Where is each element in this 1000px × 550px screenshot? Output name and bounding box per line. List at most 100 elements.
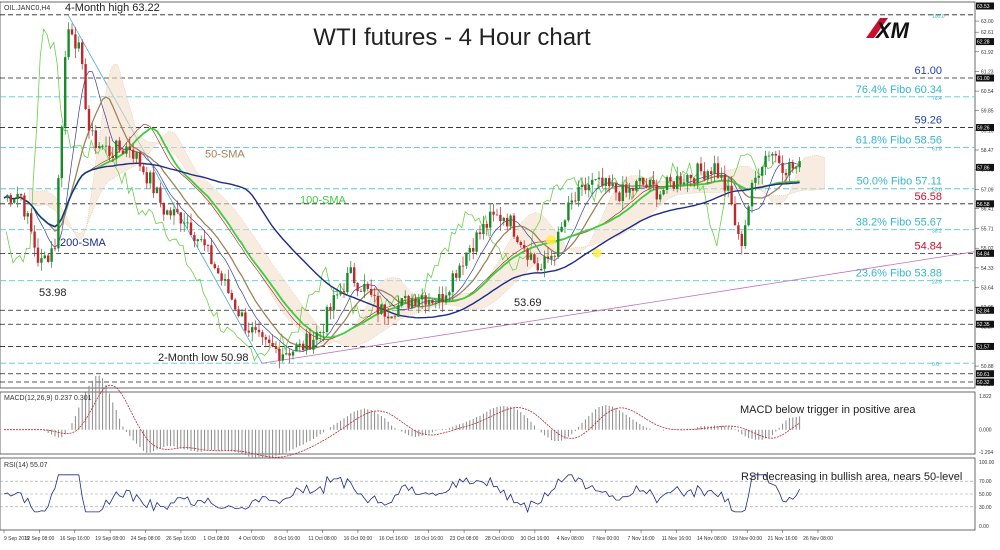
candle-body (162, 202, 165, 215)
price-box-label: 52.35 (977, 322, 990, 328)
candle-body (509, 215, 512, 227)
candle-body (631, 188, 635, 191)
price-tick-label: 54.33 (981, 266, 994, 272)
candle-body (302, 343, 305, 351)
price-box-label: 52.84 (977, 308, 990, 314)
candle-body (128, 146, 131, 150)
candle-body (465, 252, 468, 266)
candle-body (774, 153, 777, 156)
level-label: 61.8% Fibo 58.56 (856, 134, 942, 146)
time-label: 11 Oct 08:00 (308, 536, 336, 542)
annotation: 100-SMA (300, 194, 347, 206)
price-box (976, 342, 994, 350)
candle-body (125, 146, 128, 154)
annotation: 53.69 (514, 297, 542, 309)
fibo-tag: 100.0 (932, 14, 945, 20)
candle-body (50, 248, 53, 262)
time-label: 28 Oct 00:00 (485, 536, 514, 542)
candle-body (319, 332, 322, 333)
candle-body (478, 232, 482, 235)
candle-body (268, 339, 271, 343)
candle-body (519, 242, 522, 246)
time-label: 16 Oct 16:00 (379, 536, 408, 542)
candle-body (295, 345, 298, 352)
candle-body (101, 145, 104, 147)
candle-body (604, 178, 607, 186)
up-trendline (261, 251, 976, 364)
candle-body (196, 239, 199, 242)
price-box (976, 124, 994, 132)
price-box (976, 370, 994, 378)
candle-body (179, 212, 182, 224)
price-box (976, 249, 994, 257)
candle-body (546, 256, 550, 259)
annotation: 2-Month low 50.98 (158, 352, 249, 364)
candle-body (87, 109, 91, 131)
candle-body (91, 130, 94, 132)
price-tick-label: 50.88 (981, 364, 994, 370)
candle-body (121, 150, 125, 154)
price-tick-label: 56.41 (981, 207, 994, 213)
candle-body (132, 149, 135, 159)
candle-body (393, 316, 397, 318)
candle-body (652, 179, 655, 185)
time-label: 26 Sep 16:00 (166, 536, 196, 542)
candle-body (730, 185, 733, 204)
candle-body (104, 145, 108, 147)
level-label: 38.2% Fibo 55.67 (856, 217, 942, 229)
candle-body (594, 179, 597, 180)
price-box (976, 378, 994, 386)
candle-body (230, 293, 233, 300)
candle-body (57, 178, 60, 249)
candle-body (458, 265, 461, 278)
candle-body (203, 239, 206, 246)
candle-body (172, 209, 176, 216)
candle-body (648, 179, 652, 188)
candle-body (281, 354, 284, 361)
candle-body (502, 217, 505, 222)
price-tick-label: 59.16 (981, 128, 994, 134)
candle-body (176, 209, 179, 213)
candle-body (118, 140, 121, 151)
candle-body (404, 295, 407, 299)
candle-body (135, 152, 138, 159)
candle-body (417, 299, 420, 306)
candle-body (614, 183, 618, 193)
candle-body (767, 155, 771, 157)
candle-body (784, 172, 788, 176)
candle-body (23, 195, 26, 217)
candle-body (676, 176, 679, 189)
candle-body (642, 177, 645, 185)
candle-body (584, 184, 587, 191)
candle-body (662, 189, 665, 195)
price-box-label: 51.57 (977, 344, 990, 350)
candle-body (414, 299, 417, 306)
candle-body (26, 213, 29, 217)
candle-body (169, 210, 172, 216)
chart-title: WTI futures - 4 Hour chart (313, 24, 591, 51)
candle-body (506, 217, 509, 227)
time-label: 23 Oct 08:00 (450, 536, 479, 542)
candle-body (601, 177, 604, 186)
time-label: 24 Sep 08:00 (131, 536, 161, 542)
candle-body (444, 295, 448, 303)
candle-body (434, 302, 437, 304)
candle-body (36, 247, 40, 263)
candle-body (400, 298, 403, 306)
candle-body (523, 245, 526, 249)
annotation: 50-SMA (205, 149, 245, 161)
candle-body (448, 292, 451, 296)
price-tick-label: 58.47 (981, 148, 994, 154)
candle-body (421, 295, 424, 300)
candle-body (159, 187, 162, 203)
candle-body (397, 305, 400, 317)
candle-body (723, 174, 726, 191)
time-label: 14 Nov 08:00 (697, 536, 727, 542)
price-box-label: 50.32 (977, 380, 990, 386)
ichimoku-cloud (28, 63, 825, 347)
candle-body (740, 234, 743, 246)
candle-body (696, 163, 699, 184)
time-label: 26 Nov 08:00 (803, 536, 833, 542)
candle-body (733, 203, 737, 226)
candle-body (764, 155, 767, 167)
